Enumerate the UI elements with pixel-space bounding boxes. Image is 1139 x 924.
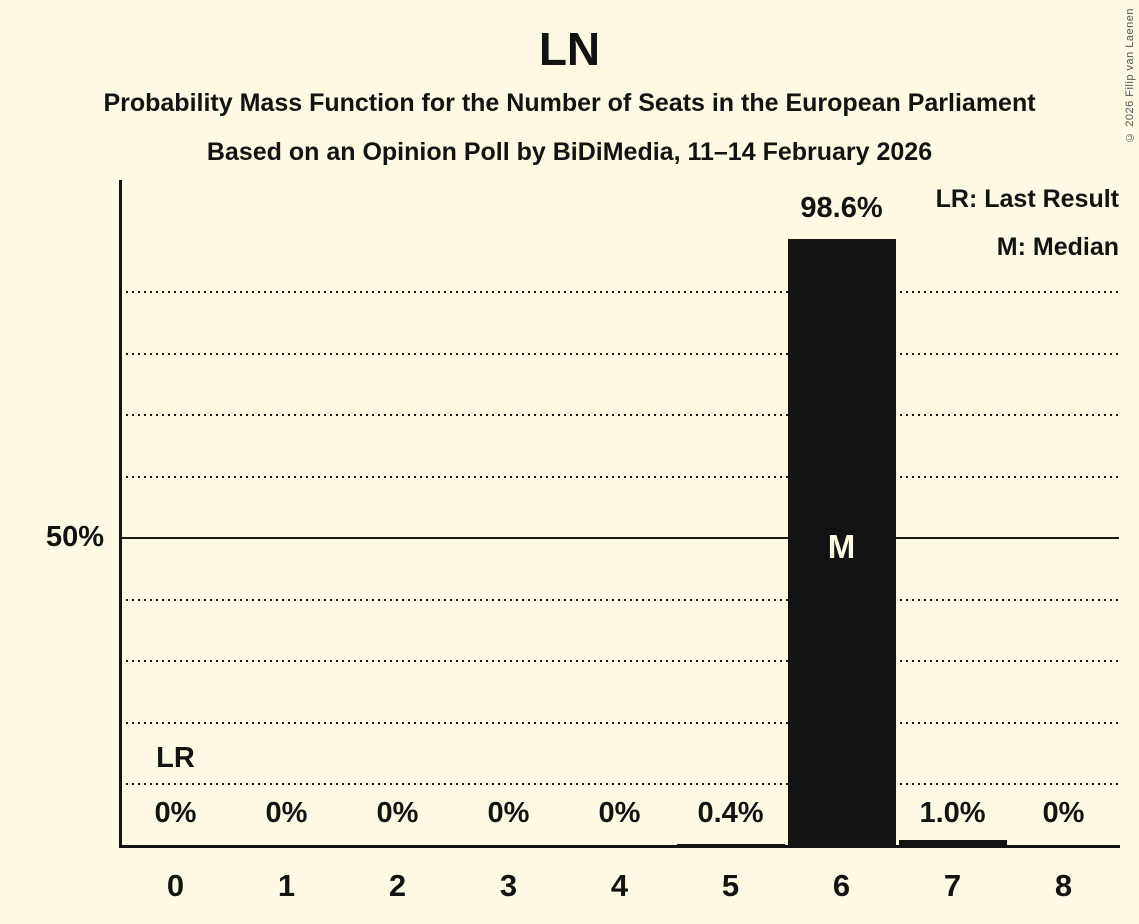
x-axis-tick-0: 0 xyxy=(166,868,185,903)
bar-value-label-3: 0% xyxy=(487,797,530,829)
chart-subtitle: Probability Mass Function for the Number… xyxy=(103,89,1036,117)
bar-5 xyxy=(676,843,785,846)
x-axis-tick-6: 6 xyxy=(832,868,851,903)
gridline-70pct xyxy=(120,414,1119,417)
x-axis-tick-1: 1 xyxy=(277,868,296,903)
chart-poll-info: Based on an Opinion Poll by BiDiMedia, 1… xyxy=(206,138,933,166)
bar-value-label-5: 0.4% xyxy=(697,797,764,829)
gridline-80pct xyxy=(120,352,1119,355)
x-axis-line xyxy=(119,845,1120,848)
gridline-40pct xyxy=(120,598,1119,601)
bar-value-label-2: 0% xyxy=(376,797,419,829)
y-axis-line xyxy=(119,180,122,848)
bar-value-label-1: 0% xyxy=(265,797,308,829)
x-axis-tick-4: 4 xyxy=(610,868,629,903)
bar-value-label-8: 0% xyxy=(1042,797,1085,829)
y-axis-tick-50: 50% xyxy=(45,521,104,553)
x-axis-tick-3: 3 xyxy=(499,868,518,903)
gridline-20pct xyxy=(120,721,1119,724)
bar-value-label-6: 98.6% xyxy=(800,192,883,225)
chart-legend: LR: Last Result M: Median xyxy=(936,185,1119,281)
x-axis-tick-2: 2 xyxy=(388,868,407,903)
gridline-10pct xyxy=(120,783,1119,786)
x-axis-tick-8: 8 xyxy=(1054,868,1073,903)
legend-last-result: LR: Last Result xyxy=(935,185,1119,213)
bar-7 xyxy=(898,839,1007,846)
gridline-90pct xyxy=(120,291,1119,294)
x-axis-tick-5: 5 xyxy=(721,868,740,903)
x-axis-tick-7: 7 xyxy=(943,868,962,903)
bar-value-label-7: 1.0% xyxy=(919,797,986,829)
median-marker: M xyxy=(827,528,856,565)
gridline-60pct xyxy=(120,475,1119,478)
last-result-marker: LR xyxy=(156,742,195,774)
gridline-30pct xyxy=(120,660,1119,663)
legend-median: M: Median xyxy=(996,233,1119,261)
bar-6 xyxy=(787,239,896,846)
bar-value-label-0: 0% xyxy=(154,797,197,829)
gridline-50pct-solid xyxy=(120,537,1119,540)
chart-title: LN xyxy=(538,23,601,75)
bar-value-label-4: 0% xyxy=(598,797,641,829)
